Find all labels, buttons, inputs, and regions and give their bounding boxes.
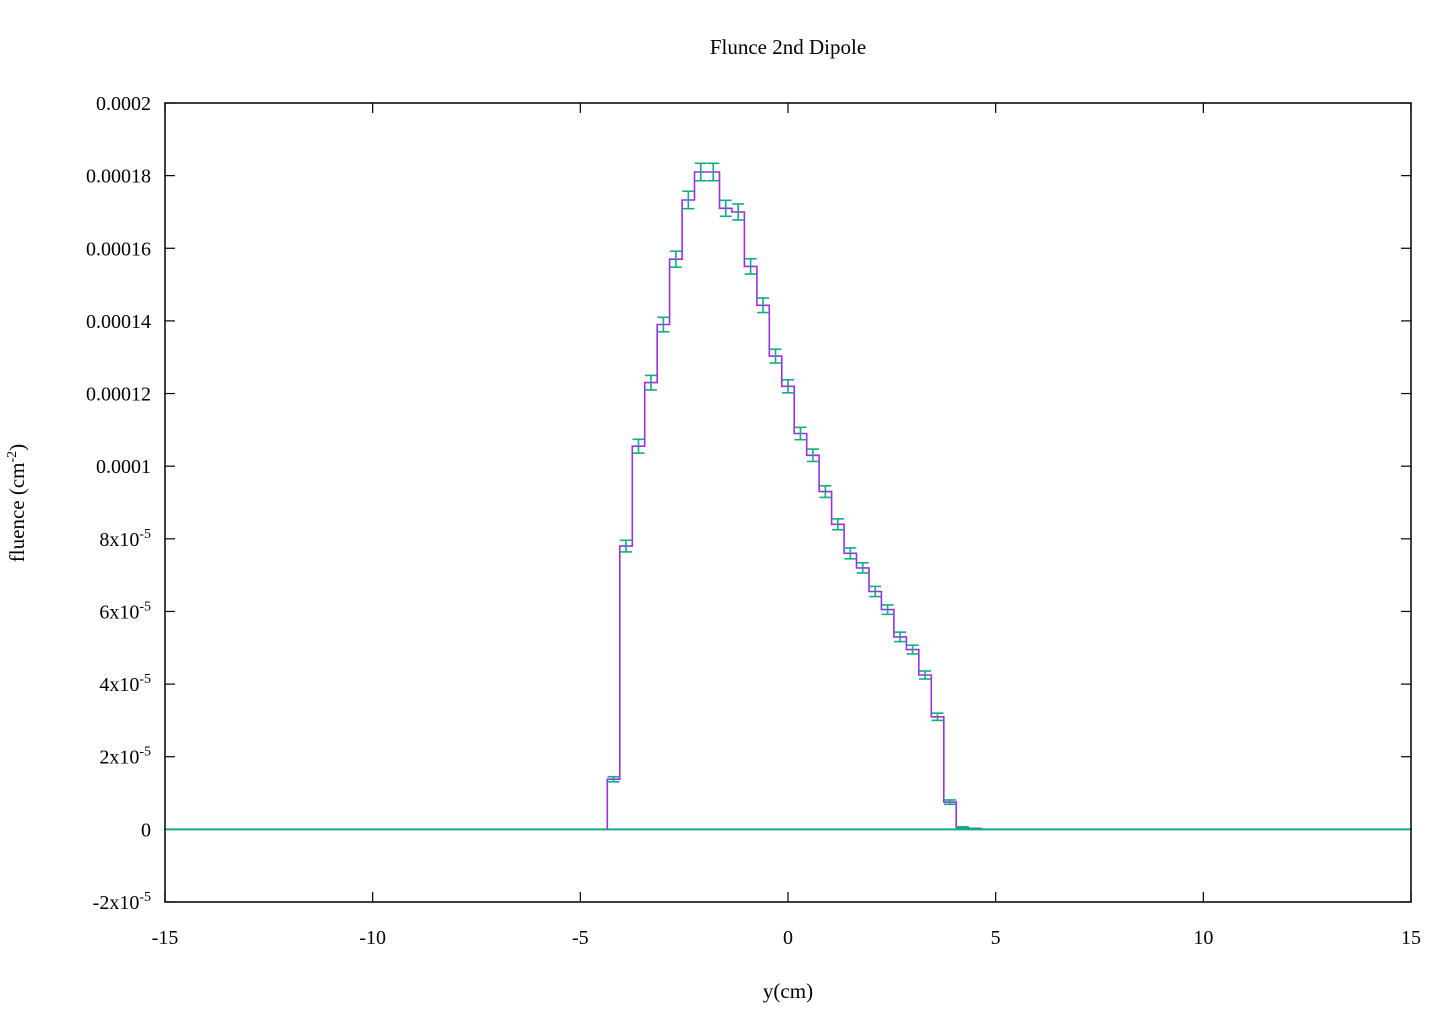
- x-tick-labels: -15 -10 -5 0 5 10 15: [152, 927, 1421, 949]
- error-bar: [694, 162, 707, 182]
- x-tick-label: -5: [572, 927, 589, 949]
- error-bar: [719, 199, 732, 218]
- error-bar: [844, 547, 857, 560]
- error-bar: [943, 799, 956, 806]
- error-bar: [782, 378, 794, 394]
- y-tick-labels: -2x10-5 0 2x10-5 4x10-5 6x10-5 8x10-5 0.0001 0.…: [86, 93, 151, 914]
- y-tick-label: 0.00014: [86, 311, 151, 333]
- error-bar: [968, 827, 981, 830]
- step-line: [606, 171, 982, 830]
- y-tick-label: 6x10-5: [99, 599, 151, 623]
- error-bar: [856, 561, 869, 574]
- y-tick-label: -2x10-5: [93, 890, 151, 914]
- error-bar: [657, 316, 670, 333]
- y-tick-label: 0.00016: [86, 238, 151, 260]
- error-bar: [894, 631, 907, 643]
- error-bar: [794, 426, 807, 441]
- error-bar: [906, 644, 919, 655]
- y-tick-label: 0: [141, 819, 151, 841]
- error-bar: [669, 250, 682, 268]
- x-tick-label: 0: [783, 927, 793, 949]
- error-bar: [620, 539, 633, 553]
- error-bar: [869, 585, 882, 598]
- error-bar: [707, 162, 720, 182]
- error-bar: [757, 297, 770, 314]
- x-tick-label: -15: [152, 927, 179, 949]
- error-bar: [732, 203, 745, 221]
- y-tick-label: 0.0002: [96, 93, 151, 115]
- error-bar: [931, 712, 944, 722]
- error-bar: [769, 348, 782, 364]
- x-tick-label: 15: [1401, 927, 1421, 949]
- y-tick-label: 8x10-5: [99, 527, 151, 551]
- error-bar: [881, 604, 894, 616]
- y-axis-label-superscript: -2: [5, 451, 20, 463]
- y-tick-label: 2x10-5: [99, 745, 151, 769]
- x-tick-label: 5: [991, 927, 1001, 949]
- x-tick-label: -10: [359, 927, 386, 949]
- y-tick-label: 0.0001: [96, 456, 151, 478]
- x-axis-label: y(cm): [763, 979, 813, 1003]
- error-bar: [819, 484, 832, 499]
- error-bars-layer: [607, 162, 981, 830]
- y-tick-label: 4x10-5: [99, 672, 151, 696]
- error-bar: [682, 190, 695, 210]
- step-line-layer: [606, 171, 982, 830]
- plot-frame: [164, 102, 1412, 903]
- y-axis-label-close: ): [5, 444, 29, 451]
- y-tick-label: 0.00018: [86, 166, 151, 188]
- error-bar: [607, 775, 620, 783]
- error-bar: [744, 258, 757, 275]
- y-tick-label: 0.00012: [86, 384, 151, 406]
- error-bar: [919, 670, 932, 680]
- error-bar: [956, 826, 969, 830]
- error-bar: [806, 448, 819, 463]
- chart-title: Flunce 2nd Dipole: [710, 35, 866, 59]
- y-axis-label-main: fluence (cm: [5, 462, 29, 562]
- error-bar: [644, 374, 657, 391]
- error-bar: [831, 518, 844, 531]
- x-tick-label: 10: [1193, 927, 1213, 949]
- y-axis-label: fluence (cm-2): [5, 444, 29, 562]
- error-bar: [632, 438, 645, 454]
